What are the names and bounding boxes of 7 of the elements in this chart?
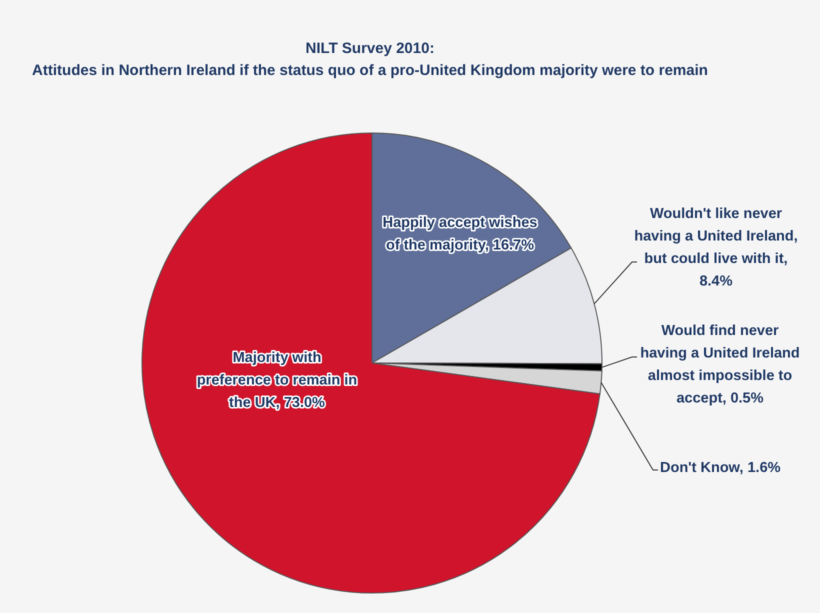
chart-title: NILT Survey 2010: Attitudes in Northern Ireland if the status quo of a pro-United Kingdom majority were to remain <box>31 39 709 81</box>
slice-label: Would find never having a United Ireland almost impossible to accept, 0.5% <box>640 323 800 406</box>
slice-label: Don't Know, 1.6% <box>660 460 781 476</box>
slice-label: Happily accept wishes of the majority, 16.7% <box>382 215 538 254</box>
slice-label: Wouldn't like never having a United Ireland, but could live with it, 8.4% <box>634 206 798 290</box>
slice-label: Majority with preference to remain in the UK, 73.0% <box>196 350 358 411</box>
pie-slice <box>142 132 600 594</box>
